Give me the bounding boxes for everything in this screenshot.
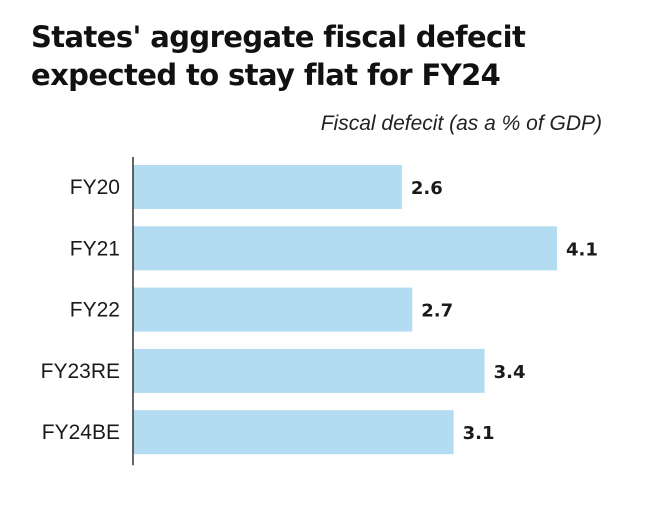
value-label-fy21: 4.1 [566,239,598,260]
category-label-fy22: FY22 [70,299,120,322]
category-label-fy24be: FY24BE [42,421,120,444]
chart-title: States' aggregate fiscal defecit expecte… [31,20,526,92]
value-labels-group: 2.6 4.1 2.7 3.4 3.1 [411,178,598,444]
value-label-fy24be: 3.1 [463,423,495,444]
bars-group [133,165,557,455]
category-label-fy20: FY20 [70,176,120,199]
chart-subtitle: Fiscal defecit (as a % of GDP) [320,112,602,135]
category-label-fy23re: FY23RE [41,360,120,383]
bar-fy20 [133,165,402,209]
category-labels-group: FY20 FY21 FY22 FY23RE FY24BE [41,176,120,444]
category-label-fy21: FY21 [70,237,120,260]
bar-fy21 [133,226,557,271]
value-label-fy23re: 3.4 [494,362,526,383]
value-label-fy20: 2.6 [411,178,443,199]
value-label-fy22: 2.7 [421,301,453,322]
bar-fy22 [133,287,413,332]
bar-fy24be [133,410,454,455]
bar-fy23re [133,348,485,393]
